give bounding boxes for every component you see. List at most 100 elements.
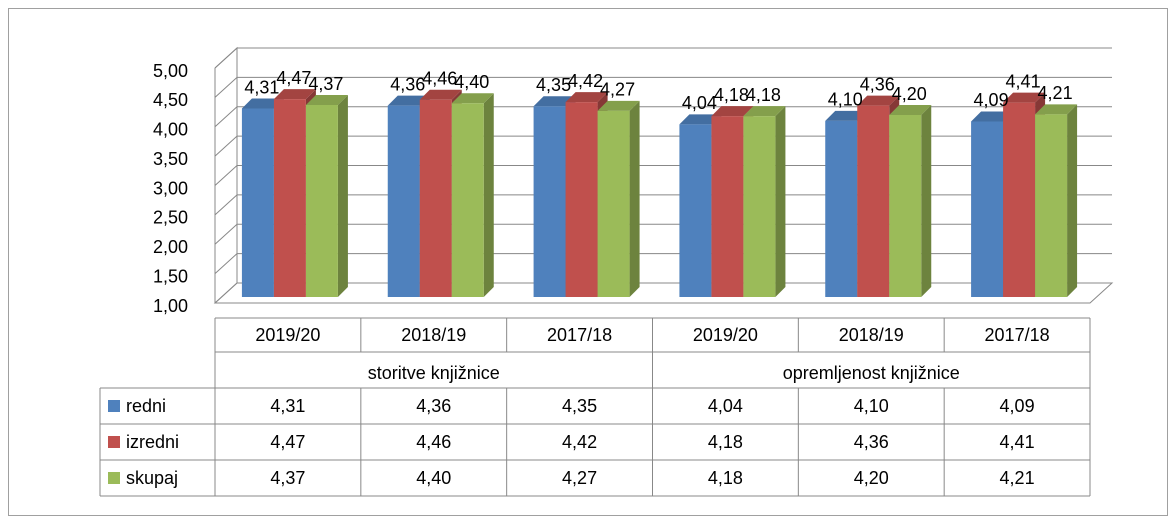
bar xyxy=(1035,104,1078,297)
group-label: opremljenost knjižnice xyxy=(783,363,960,383)
bar-top xyxy=(305,95,348,106)
bar-top xyxy=(971,111,1014,122)
bar-front xyxy=(971,121,1004,298)
bar-top xyxy=(597,100,640,111)
bar-front xyxy=(1003,102,1036,297)
table-cell: 4,27 xyxy=(562,468,597,488)
y-tick-label: 1,50 xyxy=(153,266,188,286)
bar-top xyxy=(825,110,868,121)
bar-front xyxy=(597,110,630,297)
bar-top xyxy=(1003,92,1046,103)
data-label: 4,35 xyxy=(536,75,571,95)
y-tick-label: 4,00 xyxy=(153,120,188,140)
bar-front xyxy=(743,116,776,297)
table-cell: 4,21 xyxy=(1000,468,1035,488)
bar-top xyxy=(1035,104,1078,115)
bar-top xyxy=(565,92,608,103)
data-label: 4,18 xyxy=(746,85,781,105)
table-cell: 4,40 xyxy=(416,468,451,488)
bar-top xyxy=(711,106,754,117)
bar-top xyxy=(419,89,462,100)
bar-side xyxy=(337,95,348,297)
y-tick-label: 3,00 xyxy=(153,178,188,198)
table-cell: 4,36 xyxy=(854,432,889,452)
y-tick-label: 4,50 xyxy=(153,90,188,110)
data-label: 4,36 xyxy=(390,74,425,94)
table-cell: 4,37 xyxy=(270,468,305,488)
data-label: 4,37 xyxy=(308,74,343,94)
bar-front xyxy=(889,115,922,297)
table-cell: 4,42 xyxy=(562,432,597,452)
bar-top xyxy=(533,96,576,107)
bar-front xyxy=(419,99,452,297)
bar-side xyxy=(775,106,786,297)
data-label: 4,18 xyxy=(714,85,749,105)
x-tick-label: 2017/18 xyxy=(985,325,1050,345)
bar xyxy=(889,105,932,297)
bar-top xyxy=(857,95,900,106)
bar-front xyxy=(679,124,712,298)
table-cell: 4,18 xyxy=(708,432,743,452)
grid-line xyxy=(214,135,1112,157)
x-tick-label: 2018/19 xyxy=(839,325,904,345)
group-label: storitve knjižnice xyxy=(368,363,500,383)
legend-swatch xyxy=(108,436,120,448)
legend-label: redni xyxy=(126,396,166,416)
legend-label: izredni xyxy=(126,432,179,452)
bar-front xyxy=(305,105,338,297)
legend-swatch xyxy=(108,400,120,412)
bar-top xyxy=(241,98,284,109)
table-cell: 4,47 xyxy=(270,432,305,452)
y-tick-label: 2,00 xyxy=(153,237,188,257)
x-tick-label: 2019/20 xyxy=(255,325,320,345)
table-cell: 4,41 xyxy=(1000,432,1035,452)
bar-front xyxy=(1035,114,1068,297)
table-cell: 4,36 xyxy=(416,396,451,416)
table-cell: 4,31 xyxy=(270,396,305,416)
table-cell: 4,20 xyxy=(854,468,889,488)
bar-front xyxy=(533,106,566,297)
grid-line xyxy=(214,282,1112,304)
data-label: 4,47 xyxy=(276,68,311,88)
data-label: 4,27 xyxy=(600,80,635,100)
data-label: 4,21 xyxy=(1038,83,1073,103)
bar-side xyxy=(629,100,640,297)
data-label: 4,31 xyxy=(244,77,279,97)
bar-front xyxy=(825,120,858,297)
bar xyxy=(305,95,348,297)
data-label: 4,36 xyxy=(860,74,895,94)
bar-front xyxy=(241,108,274,297)
data-label: 4,40 xyxy=(454,72,489,92)
bar-top xyxy=(451,93,494,104)
grid-line xyxy=(214,106,1112,128)
grid-line xyxy=(214,165,1112,186)
table-cell: 4,46 xyxy=(416,432,451,452)
table-cell: 4,09 xyxy=(1000,396,1035,416)
x-tick-label: 2019/20 xyxy=(693,325,758,345)
grid-line xyxy=(214,47,1112,69)
bar-front xyxy=(451,103,484,297)
grid-line xyxy=(214,223,1112,245)
y-tick-label: 5,00 xyxy=(153,61,188,81)
table-cell: 4,10 xyxy=(854,396,889,416)
bar xyxy=(451,93,494,297)
legend-label: skupaj xyxy=(126,468,178,488)
bar-top xyxy=(889,105,932,115)
bar-top xyxy=(679,114,722,125)
table-cell: 4,04 xyxy=(708,396,743,416)
grid-line xyxy=(214,253,1112,274)
bar-front xyxy=(273,99,306,297)
y-tick-label: 3,50 xyxy=(153,149,188,169)
data-label: 4,10 xyxy=(828,90,863,110)
bar xyxy=(743,106,786,297)
bar-front xyxy=(387,105,420,297)
data-label: 4,09 xyxy=(974,90,1009,110)
y-tick-label: 2,50 xyxy=(153,208,188,228)
bar-top xyxy=(743,106,786,117)
data-label: 4,46 xyxy=(422,68,457,88)
bar-front xyxy=(857,105,890,297)
data-label: 4,20 xyxy=(892,84,927,104)
bar-side xyxy=(921,105,932,297)
x-tick-label: 2018/19 xyxy=(401,325,466,345)
